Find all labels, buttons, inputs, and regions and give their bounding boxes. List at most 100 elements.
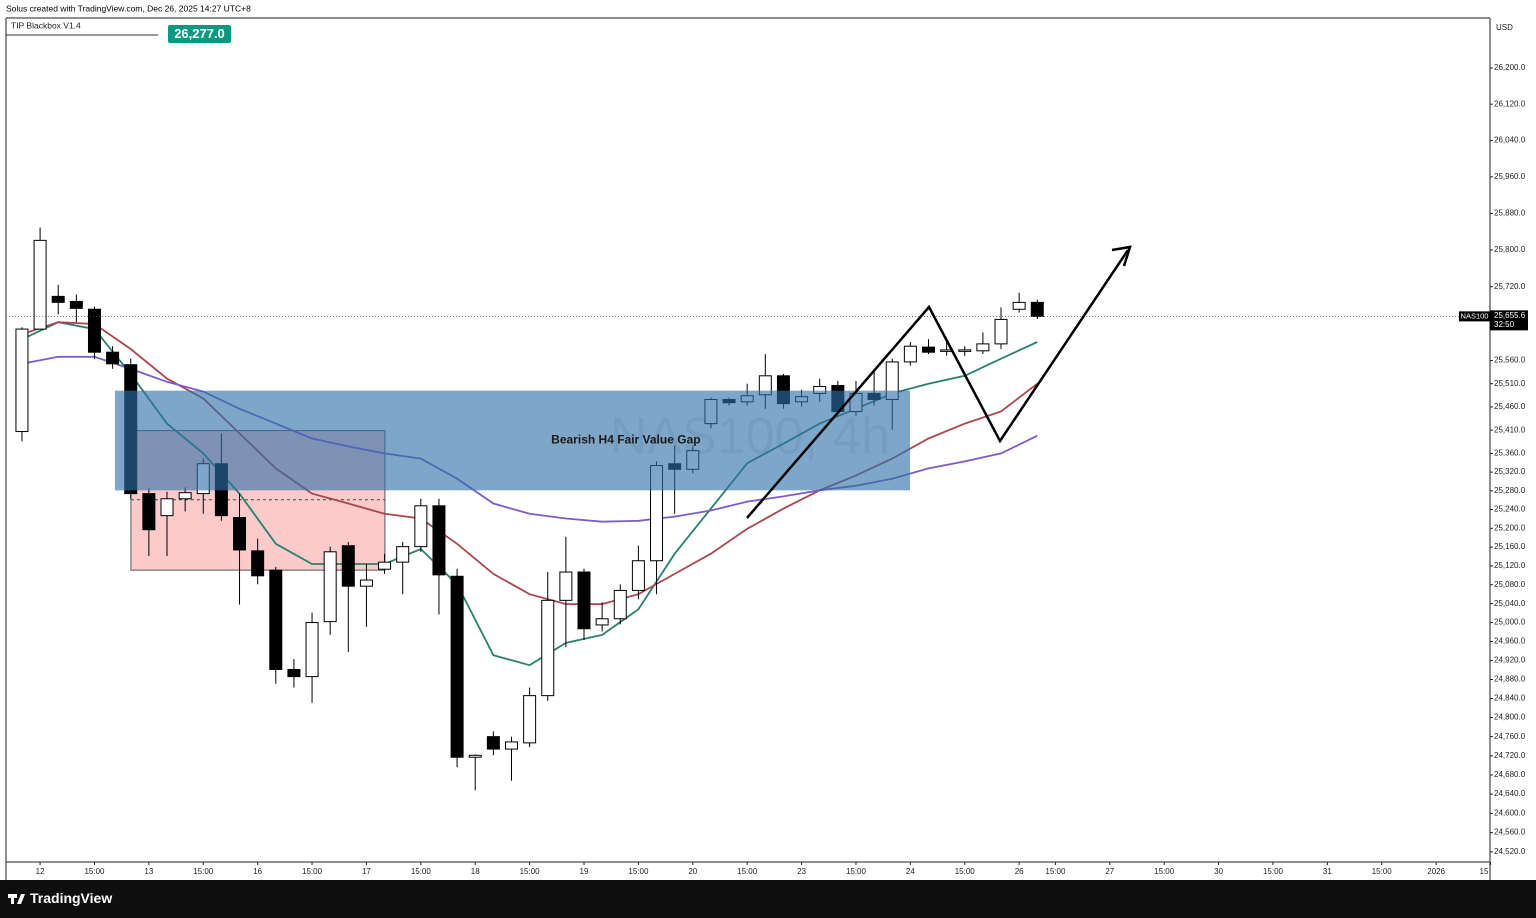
x-tick-label: 18: [471, 867, 480, 876]
x-tick-label: 24: [906, 867, 915, 876]
y-tick-label: 25,800.0: [1494, 245, 1526, 254]
x-tick-label: 23: [797, 867, 806, 876]
candle-body: [976, 343, 990, 352]
x-tick-label: 15: [1480, 867, 1489, 876]
y-tick-label: 25,160.0: [1494, 542, 1526, 551]
candle-body: [523, 695, 537, 744]
x-tick-label: 26: [1015, 867, 1024, 876]
y-tick-label: 24,840.0: [1494, 694, 1526, 703]
candle-body: [51, 295, 65, 303]
candle-body: [432, 505, 446, 576]
y-tick-label: 25,880.0: [1494, 208, 1526, 217]
x-tick-label: 13: [144, 867, 153, 876]
candle-body: [903, 345, 917, 363]
x-tick-label: 15:00: [1263, 867, 1284, 876]
y-tick-label: 26,120.0: [1494, 99, 1526, 108]
x-tick-label: 15:00: [846, 867, 867, 876]
y-tick-label: 25,360.0: [1494, 449, 1526, 458]
y-tick-label: 24,920.0: [1494, 656, 1526, 665]
candle-body: [1030, 301, 1044, 317]
countdown: 32:50: [1494, 320, 1515, 329]
y-tick-label: 24,800.0: [1494, 713, 1526, 722]
x-tick-label: 20: [688, 867, 697, 876]
candle-body: [541, 599, 555, 697]
x-tick-label: 15:00: [520, 867, 541, 876]
x-tick-label: 15:00: [302, 867, 323, 876]
brand-logo: TradingView: [8, 890, 112, 906]
candle-body: [287, 668, 301, 678]
candle-body: [1012, 301, 1026, 310]
x-tick-label: 15:00: [193, 867, 214, 876]
x-tick-label: 15:00: [955, 867, 976, 876]
logo-part: [17, 894, 25, 904]
candle-body: [87, 308, 101, 353]
candle-body: [33, 239, 47, 330]
candle-body: [15, 328, 29, 433]
candle-body: [305, 622, 319, 678]
indicator-name: TIP Blackbox V1.4: [11, 20, 81, 30]
candle-body: [396, 546, 410, 563]
candle-body: [486, 736, 500, 750]
candle-body: [577, 571, 591, 630]
x-tick-label: 17: [362, 867, 371, 876]
x-tick-label: 15:00: [1045, 867, 1066, 876]
candle-body: [251, 550, 265, 577]
y-tick-label: 25,080.0: [1494, 580, 1526, 589]
zone: [114, 390, 910, 491]
currency: USD: [1496, 23, 1513, 32]
candle-body: [631, 560, 645, 591]
x-tick-label: 15:00: [628, 867, 649, 876]
candle-body: [106, 351, 120, 365]
candle-body: [450, 575, 464, 758]
candle-body: [69, 300, 83, 309]
arrow-head: [1111, 245, 1132, 267]
candle-body: [341, 545, 355, 587]
candle-body: [378, 561, 392, 570]
y-tick-label: 26,200.0: [1494, 63, 1526, 72]
footer-bar: [0, 880, 1536, 918]
indicator-value: 26,277.0: [174, 26, 225, 41]
y-tick-label: 24,880.0: [1494, 675, 1526, 684]
candle-body: [142, 493, 156, 531]
y-tick-label: 25,410.0: [1494, 425, 1526, 434]
x-tick-label: 30: [1214, 867, 1223, 876]
candle-body: [504, 741, 518, 750]
y-tick-label: 25,720.0: [1494, 282, 1526, 291]
x-tick-label: 15:00: [1372, 867, 1393, 876]
y-tick-label: 25,320.0: [1494, 467, 1526, 476]
x-tick-label: 12: [36, 867, 45, 876]
y-tick-label: 25,510.0: [1494, 379, 1526, 388]
y-tick-label: 25,280.0: [1494, 486, 1526, 495]
y-tick-label: 25,560.0: [1494, 356, 1526, 365]
y-tick-label: 24,560.0: [1494, 828, 1526, 837]
candle-body: [613, 589, 627, 620]
x-tick-label: 15:00: [411, 867, 432, 876]
candle-body: [160, 498, 174, 517]
x-tick-label: 15:00: [737, 867, 758, 876]
price-box: [1490, 310, 1528, 331]
y-tick-label: 25,960.0: [1494, 172, 1526, 181]
header: Solus created with TradingView.com, Dec …: [6, 3, 251, 13]
x-tick-label: 31: [1323, 867, 1332, 876]
candle-body: [359, 579, 373, 587]
y-tick-label: 24,520.0: [1494, 847, 1526, 856]
candle-body: [233, 517, 247, 551]
x-tick-label: 15:00: [84, 867, 105, 876]
zone-label: Bearish H4 Fair Value Gap: [551, 433, 700, 447]
x-tick-label: 27: [1105, 867, 1114, 876]
candle-body: [994, 318, 1008, 345]
y-tick-label: 25,120.0: [1494, 561, 1526, 570]
candle-body: [559, 571, 573, 601]
candle-body: [595, 618, 609, 626]
x-tick-label: 2026: [1427, 867, 1445, 876]
y-tick-label: 24,960.0: [1494, 637, 1526, 646]
candle-body: [269, 569, 283, 670]
y-tick-label: 24,760.0: [1494, 732, 1526, 741]
x-tick-label: 15:00: [1154, 867, 1175, 876]
symbol-box: [1459, 311, 1490, 322]
y-tick-label: 25,240.0: [1494, 505, 1526, 514]
brand: TradingView: [30, 890, 112, 906]
drawn-path: [746, 249, 1130, 519]
candle-body: [958, 349, 972, 352]
